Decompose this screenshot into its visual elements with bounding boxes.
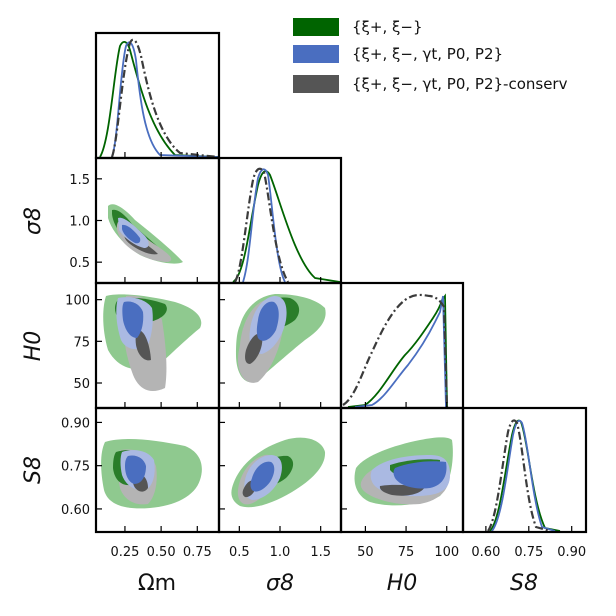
- marginal-s8-blue-line: [491, 419, 556, 532]
- xtick-label-H_0-0: 50: [357, 545, 374, 560]
- xtick-label-S_8-0: 0.60: [471, 545, 500, 560]
- contour-h0-sigma8-blue-inner: [256, 301, 279, 341]
- ytick-label-sigma_8-1: 1.0: [69, 215, 90, 230]
- contour-s8-omegam-blue-inner: [125, 455, 146, 484]
- legend-label-green: {ξ+, ξ−}: [352, 18, 423, 36]
- contour-h0-omegam-blue-inner: [122, 301, 144, 338]
- ylabel-h0: H0: [21, 331, 46, 362]
- ytick-label-H_0-1: 75: [73, 335, 90, 350]
- contour-h0-vs-sigma8: [236, 294, 326, 383]
- xtick-label-sigma_8-0: 0.5: [229, 545, 250, 560]
- legend-label-gray: {ξ+, ξ−, γt, P0, P2}-conserv: [352, 75, 568, 93]
- marginal-sigma-8-green-line: [232, 170, 341, 283]
- marginal-omega-m-blue-line: [111, 41, 219, 158]
- legend-label-blue: {ξ+, ξ−, γt, P0, P2}: [352, 45, 503, 63]
- ylabel-s8: S8: [21, 456, 46, 484]
- xlabel-h0: H0: [387, 571, 418, 596]
- axis-ticks: 0.25 0.50 0.75 0.5 1.0 1.5 50 75 100 0.60 0.75 0.90…: [61, 152, 586, 560]
- axis-labels: Ωm σ8 H0 S8 σ8 H0 S8: [21, 207, 538, 596]
- xtick-label-sigma_8-1: 1.0: [270, 545, 291, 560]
- frame-s8-marginal: [461, 406, 588, 534]
- xtick-label-S_8-1: 0.75: [514, 545, 543, 560]
- xtick-label-H_0-2: 100: [434, 545, 459, 560]
- marginal-omega-m-green-line: [99, 41, 219, 158]
- xtick-label-S_8-2: 0.90: [557, 545, 586, 560]
- ytick-label-sigma_8-2: 1.5: [69, 173, 90, 188]
- marginal-h0-gray-line: [342, 293, 449, 408]
- ylabel-sigma-8: σ8: [21, 207, 46, 235]
- xtick-label-sigma_8-2: 1.5: [310, 545, 331, 560]
- legend-entry-gray: {ξ+, ξ−, γt, P0, P2}-conserv: [293, 75, 568, 93]
- marginal-sigma-8-gray-line: [234, 167, 289, 283]
- legend-entry-green: {ξ+, ξ−}: [293, 18, 423, 36]
- xlabel-s8: S8: [510, 571, 538, 596]
- xlabel-sigma-8: σ8: [266, 571, 294, 596]
- xtick-label-Omega_m-0: 0.25: [110, 545, 139, 560]
- xtick-label-Omega_m-1: 0.50: [147, 545, 176, 560]
- marginal-sigma-8-blue-line: [242, 168, 286, 283]
- marginal-s8: [487, 419, 561, 533]
- legend-swatch-gray: [293, 75, 339, 93]
- ytick-label-H_0-0: 50: [73, 377, 90, 392]
- ytick-label-sigma_8-0: 0.5: [69, 256, 90, 271]
- contour-s8-vs-omegam: [101, 439, 202, 509]
- contour-sigma8-vs-omegam: [108, 204, 183, 264]
- ytick-label-H_0-2: 100: [65, 294, 90, 309]
- legend: {ξ+, ξ−} {ξ+, ξ−, γt, P0, P2} {ξ+, ξ−, γ…: [293, 18, 568, 93]
- contour-sigma8-omegam-blue-inner: [122, 224, 141, 244]
- legend-swatch-blue: [293, 45, 339, 63]
- marginal-h0-green-line: [347, 293, 448, 408]
- contour-h0-vs-omegam: [103, 294, 202, 392]
- xtick-label-Omega_m-2: 0.75: [183, 545, 212, 560]
- marginal-h0: [342, 293, 449, 408]
- xtick-label-H_0-1: 75: [398, 545, 415, 560]
- marginal-omega-m: [99, 38, 219, 159]
- xlabel-omega-m: Ωm: [138, 571, 176, 596]
- contour-h0-sigma8-gray-inner: [245, 333, 263, 364]
- contour-s8-sigma8-blue-inner: [250, 461, 275, 492]
- marginal-sigma-8: [232, 167, 341, 283]
- legend-entry-blue: {ξ+, ξ−, γt, P0, P2}: [293, 45, 503, 63]
- marginal-omega-m-gray-line: [110, 38, 219, 159]
- contour-s8-vs-sigma8: [231, 437, 326, 508]
- contour-h0-omegam-gray-inner: [135, 330, 151, 361]
- legend-swatch-green: [293, 18, 339, 36]
- ytick-label-S_8-2: 0.90: [61, 416, 90, 431]
- marginal-s8-gray-line: [487, 419, 551, 533]
- contour-s8-vs-h0: [354, 437, 453, 506]
- ytick-label-S_8-1: 0.75: [61, 460, 90, 475]
- contour-s8-h0-blue-inner: [393, 461, 447, 489]
- ytick-label-S_8-0: 0.60: [61, 503, 90, 518]
- marginal-h0-blue-line: [354, 295, 447, 408]
